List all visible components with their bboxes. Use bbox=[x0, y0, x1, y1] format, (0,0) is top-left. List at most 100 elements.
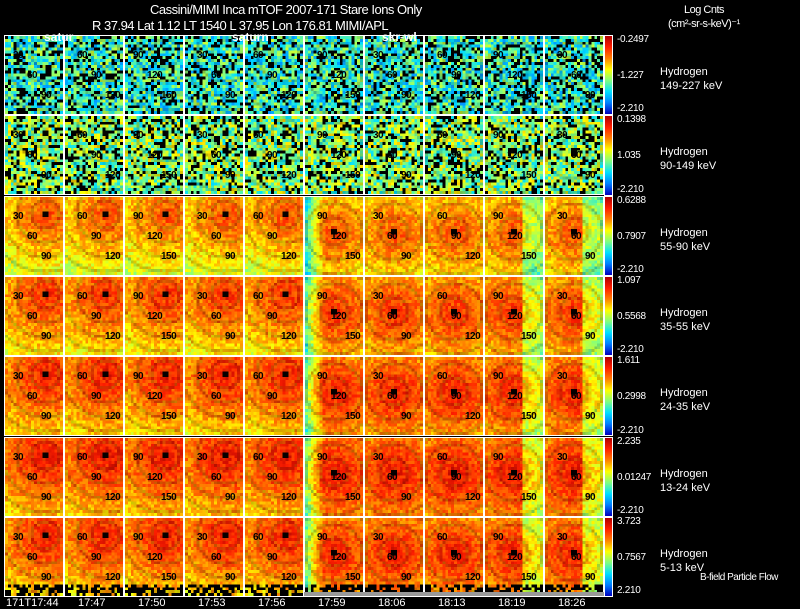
image-panel: 90 120 150 bbox=[124, 356, 184, 437]
contour-label: 30 bbox=[373, 210, 384, 222]
heatmap-pixels bbox=[185, 357, 243, 436]
heatmap-pixels bbox=[425, 517, 483, 596]
colorbar bbox=[604, 275, 613, 357]
contour-label: 90 bbox=[401, 170, 412, 182]
image-panel: 30 60 90 bbox=[4, 436, 64, 517]
contour-label: 120 bbox=[507, 471, 523, 483]
image-panel: 60 90 120 bbox=[244, 356, 304, 437]
time-tick-label: 18:13 bbox=[438, 597, 466, 609]
contour-label: 90 bbox=[267, 150, 278, 162]
contour-label: 150 bbox=[161, 250, 177, 262]
heatmap-pixels bbox=[245, 36, 303, 114]
heatmap-pixels bbox=[545, 517, 603, 596]
image-panel: 90 120 150 bbox=[304, 516, 364, 597]
contour-label: 90 bbox=[267, 310, 278, 322]
contour-label: 60 bbox=[387, 230, 398, 242]
contour-label: 60 bbox=[437, 371, 448, 383]
contour-label: 90 bbox=[267, 70, 278, 81]
contour-label: 60 bbox=[77, 451, 88, 463]
contour-label: 90 bbox=[91, 391, 102, 403]
image-panel: 60 90 120 bbox=[424, 516, 484, 597]
image-panel: 60 90 120 bbox=[424, 436, 484, 517]
contour-label: 60 bbox=[387, 471, 398, 483]
colorbar-mid: 0.01247 bbox=[617, 471, 652, 483]
panel-label: satur bbox=[44, 30, 74, 44]
heatmap-pixels bbox=[305, 437, 363, 516]
heatmap-pixels bbox=[305, 517, 363, 596]
species-name: Hydrogen bbox=[660, 226, 708, 239]
contour-label: 90 bbox=[493, 451, 504, 463]
contour-label: 90 bbox=[451, 70, 462, 81]
image-panel: 60 90 120 bbox=[424, 35, 484, 115]
contour-label: 60 bbox=[253, 210, 264, 222]
data-coverage-bar bbox=[304, 592, 604, 596]
heatmap-pixels bbox=[125, 276, 183, 355]
heatmap-pixels bbox=[185, 276, 243, 355]
image-panel: 90 120 150 bbox=[124, 516, 184, 597]
contour-label: 150 bbox=[521, 330, 537, 342]
contour-label: 120 bbox=[105, 170, 121, 182]
energy-range: 24-35 keV bbox=[660, 401, 711, 414]
energy-range: 35-55 keV bbox=[660, 320, 711, 333]
image-panel: 60 90 120 bbox=[244, 115, 304, 196]
colorbar-min: -2.210 bbox=[617, 344, 644, 356]
image-panel: 30 60 90 bbox=[184, 436, 244, 517]
heatmap-pixels bbox=[5, 36, 63, 114]
image-panel: 30 60 90 bbox=[184, 516, 244, 597]
contour-label: 90 bbox=[41, 90, 52, 101]
contour-label: 120 bbox=[465, 170, 481, 182]
contour-label: 90 bbox=[225, 571, 236, 583]
contour-label: 90 bbox=[451, 310, 462, 322]
image-panel: 90 120 150 bbox=[304, 356, 364, 437]
contour-label: 120 bbox=[281, 491, 297, 503]
contour-label: 90 bbox=[493, 531, 504, 543]
contour-label: 120 bbox=[105, 330, 121, 342]
heatmap-pixels bbox=[245, 196, 303, 275]
heatmap-pixels bbox=[185, 196, 243, 275]
image-panel: 30 60 90 bbox=[364, 35, 424, 115]
heatmap-pixels bbox=[245, 357, 303, 436]
contour-label: 120 bbox=[507, 70, 523, 81]
image-panel: 30 60 90 bbox=[4, 356, 64, 437]
colorbar-max: 1.097 bbox=[617, 274, 641, 286]
colorbar-max: 1.611 bbox=[617, 355, 640, 367]
contour-label: 120 bbox=[331, 230, 347, 242]
contour-label: 120 bbox=[465, 90, 481, 101]
image-panel: 60 90 120 bbox=[64, 275, 124, 356]
contour-label: 30 bbox=[197, 531, 208, 543]
colorbar-min: -2.210 bbox=[617, 263, 644, 275]
contour-label: 90 bbox=[317, 130, 328, 142]
colorbar bbox=[604, 195, 613, 276]
heatmap-pixels bbox=[485, 196, 543, 275]
contour-label: 120 bbox=[281, 411, 297, 423]
image-panel: 60 90 120 bbox=[64, 115, 124, 196]
contour-label: 30 bbox=[557, 371, 568, 383]
contour-label: 150 bbox=[521, 411, 537, 423]
contour-label: 30 bbox=[197, 290, 208, 302]
contour-label: 120 bbox=[507, 310, 523, 322]
heatmap-pixels bbox=[425, 196, 483, 275]
contour-label: 150 bbox=[345, 170, 361, 182]
heatmap-pixels bbox=[125, 36, 183, 114]
contour-label: 150 bbox=[345, 330, 361, 342]
heatmap-pixels bbox=[125, 116, 183, 195]
contour-label: 90 bbox=[225, 250, 236, 262]
contour-label: 90 bbox=[451, 391, 462, 403]
contour-label: 150 bbox=[521, 90, 537, 101]
heatmap-pixels bbox=[5, 276, 63, 355]
contour-label: 90 bbox=[493, 290, 504, 302]
time-tick-label: 17:59 bbox=[318, 597, 346, 609]
contour-label: 150 bbox=[521, 491, 537, 503]
heatmap-pixels bbox=[425, 357, 483, 436]
contour-label: 120 bbox=[147, 551, 163, 563]
contour-label: 90 bbox=[41, 250, 52, 262]
heatmap-pixels bbox=[305, 357, 363, 436]
species-label: Hydrogen 149-227 keV bbox=[660, 65, 722, 93]
image-panel: 60 90 120 bbox=[244, 195, 304, 276]
image-panel: 30 60 90 bbox=[544, 115, 604, 196]
contour-label: 30 bbox=[13, 531, 24, 543]
heatmap-pixels bbox=[425, 437, 483, 516]
image-panel: 60 90 120 bbox=[64, 35, 124, 115]
contour-label: 60 bbox=[437, 50, 448, 61]
colorbar-max: 0.6288 bbox=[617, 194, 646, 206]
